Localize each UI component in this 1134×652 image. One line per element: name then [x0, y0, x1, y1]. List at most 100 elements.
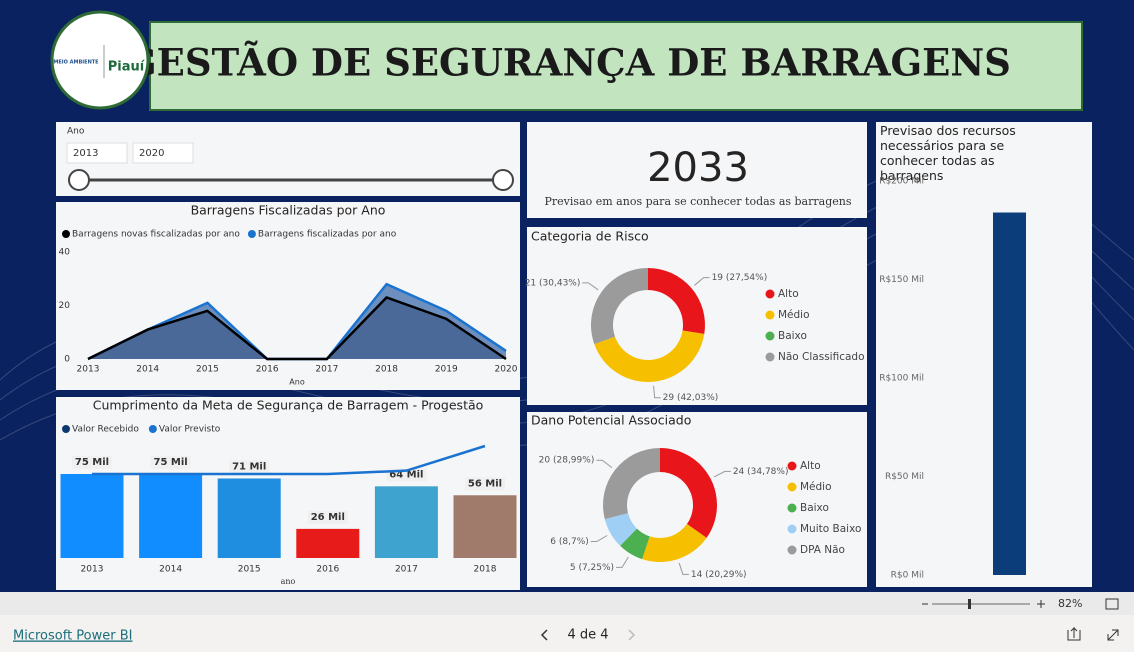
header-title: GESTÃO DE SEGURANÇA DE BARRAGENS: [125, 41, 1011, 85]
footer: [0, 615, 1134, 652]
data-label: 71 Mil: [232, 461, 266, 472]
next-page[interactable]: [628, 629, 636, 641]
legend-label: Alto: [800, 460, 821, 472]
logo-left-text: MEIO AMBIENTE: [53, 60, 99, 66]
legend-marker: [787, 461, 797, 471]
legend-label: Barragens novas fiscalizadas por ano: [72, 230, 240, 240]
data-label: 21 (30,43%): [525, 278, 581, 288]
x-tick-label: 2016: [256, 365, 279, 375]
legend-marker: [787, 524, 797, 534]
bar: [139, 474, 203, 558]
brand-link[interactable]: Microsoft Power BI: [13, 629, 132, 644]
donut-slice: [591, 268, 648, 345]
bar: [374, 486, 438, 558]
y-tick-label: R$150 Mil: [879, 275, 924, 285]
data-label: 6 (8,7%): [550, 537, 588, 547]
x-tick-label: 2013: [81, 565, 104, 575]
data-label-bg: [71, 456, 113, 469]
chart-title: Previsao dos recursos necessários para se…: [880, 123, 1016, 183]
share[interactable]: [1067, 626, 1081, 641]
x-tick-label: 2017: [395, 565, 418, 575]
data-label-bg: [150, 456, 191, 469]
header-banner: [149, 21, 1083, 111]
legend-label: Valor Previsto: [159, 425, 221, 435]
donut-slice: [604, 513, 637, 546]
donut-slice: [594, 330, 705, 382]
slicer-handle[interactable]: [68, 169, 90, 191]
legend-label: Médio: [778, 309, 810, 321]
fullscreen[interactable]: [1107, 629, 1119, 641]
leader-line: [694, 277, 710, 286]
donut-slice: [648, 268, 705, 335]
legend-label: Valor Recebido: [72, 425, 139, 435]
legend-marker: [787, 545, 797, 555]
legend-marker: [62, 230, 70, 238]
data-label: 75 Mil: [153, 457, 187, 468]
data-label: 5 (7,25%): [570, 563, 614, 573]
y-tick-label: 0: [64, 355, 70, 365]
y-tick-label: R$0 Mil: [891, 571, 924, 581]
data-label: 56 Mil: [468, 478, 502, 489]
donut-slice: [603, 448, 660, 520]
x-tick-label: 2013: [77, 365, 100, 375]
slicer-from-box[interactable]: [66, 142, 128, 164]
legend-label: Médio: [800, 481, 832, 493]
slicer-to-box[interactable]: [132, 142, 194, 164]
leader-line: [590, 535, 608, 542]
x-tick-label: 2014: [136, 365, 159, 375]
bar: [993, 212, 1026, 575]
bar: [296, 528, 360, 558]
data-label-bg: [229, 460, 270, 474]
data-label-bg: [307, 510, 348, 524]
x-tick-label: 2014: [159, 565, 182, 575]
y-tick-label: 40: [59, 248, 71, 258]
x-axis-label: ano: [281, 577, 296, 586]
line: [92, 444, 486, 476]
x-tick-label: 2015: [196, 365, 219, 375]
slicer-handle[interactable]: [492, 169, 514, 191]
legend-marker: [765, 310, 775, 320]
leader-line: [678, 562, 689, 575]
donut-slice: [620, 528, 650, 560]
zoom-thumb[interactable]: [968, 599, 971, 609]
fit-page[interactable]: [1105, 598, 1119, 610]
data-label: 75 Mil: [75, 457, 109, 468]
data-label: 24 (34,78%): [733, 467, 789, 477]
x-tick-label: 2015: [238, 565, 261, 575]
leader-line: [616, 556, 629, 568]
area: [88, 297, 506, 359]
leader-line: [713, 470, 731, 478]
legend-marker: [787, 503, 797, 513]
x-axis-label: Ano: [289, 378, 305, 387]
legend-marker: [765, 289, 775, 299]
leader-line: [653, 385, 661, 399]
prev-page[interactable]: [540, 629, 548, 641]
slicer-to: 2020: [139, 148, 164, 159]
donut-slice: [660, 448, 718, 538]
data-label-bg: [464, 477, 506, 491]
legend-marker: [148, 425, 157, 433]
data-label: 64 Mil: [389, 469, 423, 480]
donut-slice: [642, 524, 707, 562]
chart-title: Cumprimento da Meta de Segurança de Barr…: [93, 398, 484, 413]
x-tick-label: 2018: [375, 365, 398, 375]
leader-line: [582, 282, 599, 291]
legend-label: Muito Baixo: [800, 523, 861, 535]
legend-label: Barragens fiscalizadas por ano: [258, 230, 397, 240]
zoom-in[interactable]: [1037, 600, 1045, 608]
legend-marker: [765, 352, 775, 362]
leader-line: [596, 459, 613, 468]
page-indicator: 4 de 4: [567, 628, 608, 643]
data-label: 29 (42,03%): [663, 393, 719, 403]
zoom-bar: [0, 592, 1134, 615]
data-label: 20 (28,99%): [539, 456, 595, 466]
kpi-caption: Previsao em anos para se conhecer todas …: [545, 195, 852, 208]
legend-marker: [247, 230, 256, 238]
data-label: 19 (27,54%): [712, 273, 768, 283]
x-tick-label: 2019: [435, 365, 458, 375]
x-tick-label: 2018: [474, 565, 497, 575]
legend-label: Baixo: [800, 502, 829, 514]
x-tick-label: 2016: [316, 565, 339, 575]
legend-marker: [62, 425, 70, 433]
